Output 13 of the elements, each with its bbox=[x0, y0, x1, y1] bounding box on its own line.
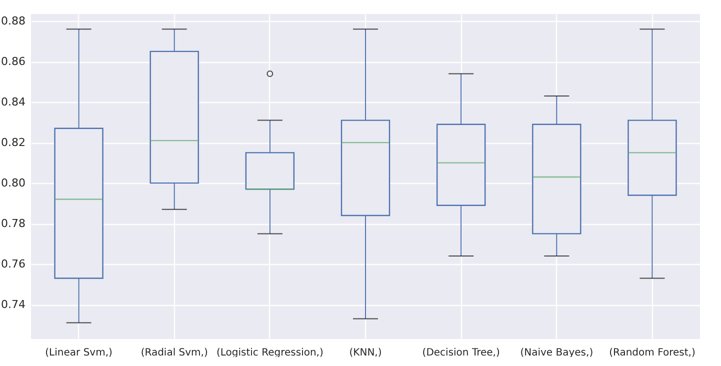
y-tick-label: 0.74 bbox=[1, 298, 26, 312]
y-tick-label: 0.84 bbox=[1, 96, 26, 109]
x-tick-label: (Linear Svm,) bbox=[45, 348, 113, 358]
x-tick-label: (Random Forest,) bbox=[609, 348, 696, 358]
y-tick-label: 0.76 bbox=[1, 258, 26, 271]
y-tick-label: 0.82 bbox=[1, 136, 26, 150]
y-tick-label: 0.78 bbox=[1, 217, 26, 230]
y-tick-label: 0.88 bbox=[1, 14, 26, 28]
x-tick-label: (Decision Tree,) bbox=[422, 348, 500, 358]
x-tick-label: (KNN,) bbox=[349, 348, 382, 358]
y-tick-label: 0.86 bbox=[1, 55, 26, 68]
y-tick-label: 0.80 bbox=[1, 176, 26, 190]
x-tick-label: (Radial Svm,) bbox=[140, 348, 208, 358]
